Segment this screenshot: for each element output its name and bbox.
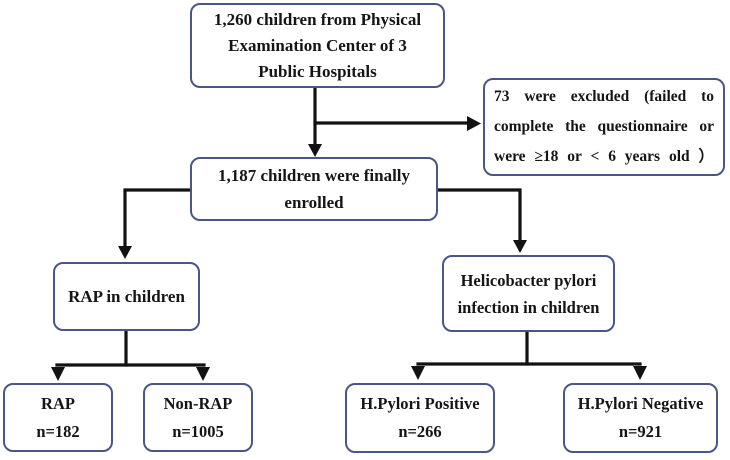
hp-positive-label: H.Pylori Positive <box>360 394 480 413</box>
arrowhead-rap-group <box>118 246 132 259</box>
excluded-box: 73 were excluded (failed to complete the… <box>483 78 725 176</box>
excluded-box-line: 73 were excluded (failed to <box>494 88 714 105</box>
rap-box-label: RAP <box>41 393 75 413</box>
source-box-line: Public Hospitals <box>258 61 377 81</box>
arrowhead-hp-positive <box>411 366 425 380</box>
source-box-line: Examination Center of 3 <box>228 35 407 55</box>
enrolled-box-line: enrolled <box>284 193 344 212</box>
source-population-box: 1,260 children from Physical Examination… <box>190 3 445 88</box>
arrowhead-hp-group <box>513 240 527 253</box>
rap-group-box-line: RAP in children <box>68 286 185 306</box>
hp-negative-count: n=921 <box>618 422 663 441</box>
hp-positive-count-box: H.Pylori Positive n=266 <box>345 383 495 453</box>
non-rap-box-label: Non-RAP <box>163 393 233 413</box>
hp-group-box-line: Helicobacter pylori <box>460 270 597 290</box>
arrowhead-non-rap <box>196 367 210 381</box>
connector-enrolled-to-rap-group <box>123 188 192 249</box>
enrolled-box: 1,187 children were finally enrolled <box>190 157 438 221</box>
connector-enrolled-to-hp-group <box>436 188 522 243</box>
excluded-box-line: complete the questionnaire or <box>494 118 714 135</box>
hp-positive-count: n=266 <box>398 422 442 441</box>
arrowhead-rap <box>51 367 65 381</box>
hp-group-box-line: infection in children <box>457 297 600 317</box>
hp-negative-label: H.Pylori Negative <box>577 394 704 413</box>
hp-infection-group-box: Helicobacter pylori infection in childre… <box>442 255 615 332</box>
rap-count-box: RAP n=182 <box>3 383 113 452</box>
arrowhead-enrolled <box>308 144 322 157</box>
enrolled-box-line: 1,187 children were finally <box>217 166 411 185</box>
rap-group-box: RAP in children <box>53 262 200 331</box>
rap-box-count: n=182 <box>36 421 80 441</box>
excluded-box-line: were ≥18 or < 6 years old ） <box>494 148 714 165</box>
arrowhead-hp-negative <box>633 366 647 380</box>
hp-negative-count-box: H.Pylori Negative n=921 <box>563 383 718 453</box>
arrowhead-excluded <box>467 116 481 131</box>
source-box-line: 1,260 children from Physical <box>213 9 422 29</box>
non-rap-box-count: n=1005 <box>172 421 224 441</box>
non-rap-count-box: Non-RAP n=1005 <box>143 383 253 452</box>
